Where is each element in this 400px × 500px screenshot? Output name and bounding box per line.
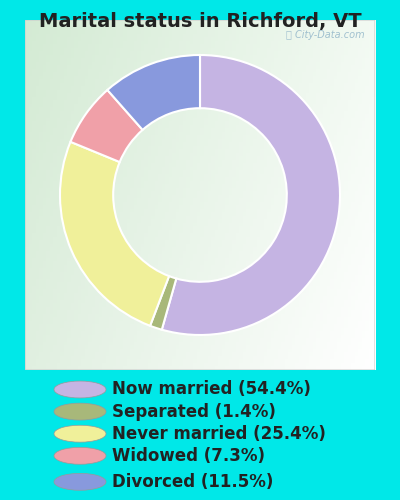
- Circle shape: [54, 403, 106, 420]
- Circle shape: [54, 381, 106, 398]
- Text: Never married (25.4%): Never married (25.4%): [112, 424, 326, 442]
- Circle shape: [54, 425, 106, 442]
- Wedge shape: [162, 55, 340, 335]
- Wedge shape: [150, 276, 176, 330]
- Text: Separated (1.4%): Separated (1.4%): [112, 402, 276, 420]
- Text: Divorced (11.5%): Divorced (11.5%): [112, 473, 273, 491]
- Text: Now married (54.4%): Now married (54.4%): [112, 380, 311, 398]
- Circle shape: [54, 448, 106, 464]
- Text: Marital status in Richford, VT: Marital status in Richford, VT: [39, 12, 361, 32]
- Wedge shape: [60, 142, 169, 326]
- Wedge shape: [70, 90, 142, 162]
- Text: Widowed (7.3%): Widowed (7.3%): [112, 447, 265, 465]
- Text: ⓘ City-Data.com: ⓘ City-Data.com: [286, 30, 364, 40]
- Circle shape: [54, 474, 106, 490]
- Wedge shape: [108, 55, 200, 130]
